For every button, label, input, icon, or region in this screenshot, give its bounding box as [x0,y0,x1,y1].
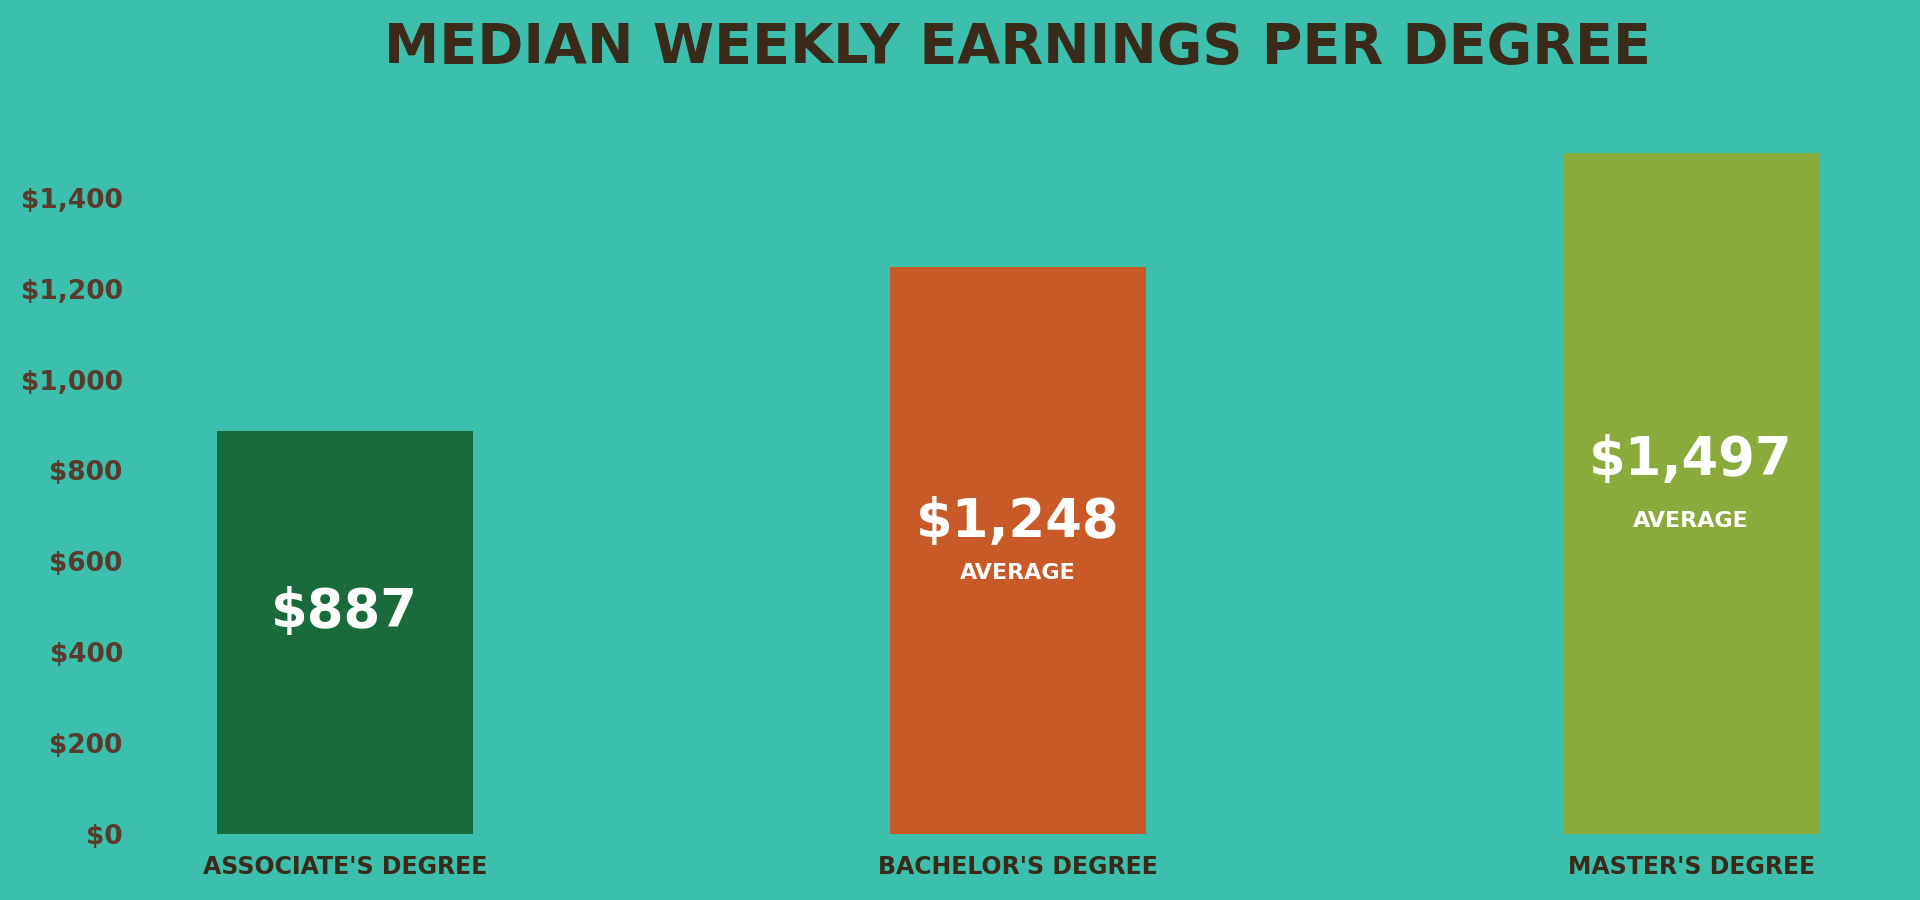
Text: AVERAGE: AVERAGE [960,563,1075,583]
Bar [217,431,472,834]
Text: AVERAGE: AVERAGE [1634,511,1749,531]
Text: $1,248: $1,248 [916,496,1119,548]
Text: $1,497: $1,497 [1590,434,1793,486]
Bar [1563,154,1818,834]
Title: MEDIAN WEEKLY EARNINGS PER DEGREE: MEDIAN WEEKLY EARNINGS PER DEGREE [384,21,1651,75]
Bar [891,266,1146,834]
Text: $887: $887 [271,587,419,638]
